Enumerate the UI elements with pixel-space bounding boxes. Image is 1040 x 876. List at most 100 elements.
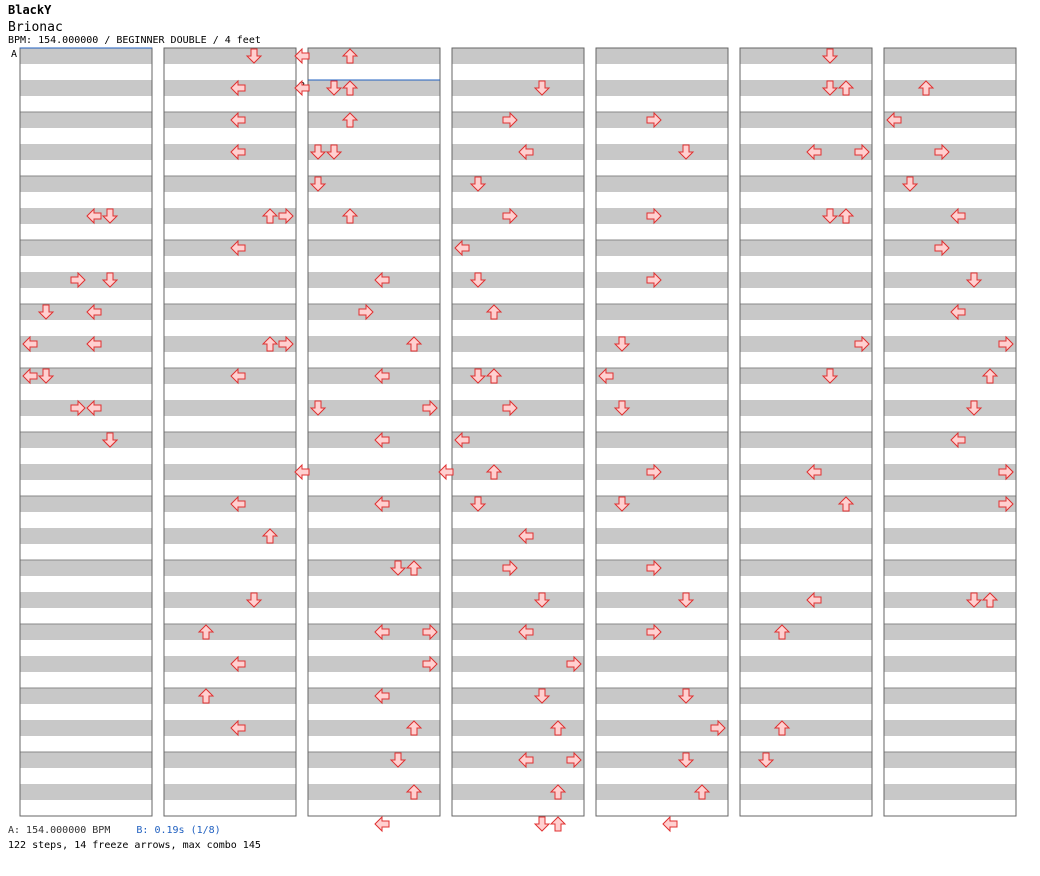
step-arrow xyxy=(358,303,374,321)
beat-stripe xyxy=(596,304,728,320)
step-arrow xyxy=(374,431,390,449)
step-arrow xyxy=(261,208,279,224)
step-arrow xyxy=(469,176,487,192)
bpm-a-label: A: 154.000000 BPM xyxy=(8,825,111,836)
step-arrow xyxy=(965,400,983,416)
column-border xyxy=(163,47,297,817)
beat-stripe xyxy=(884,560,1016,576)
beat-stripe xyxy=(164,720,296,736)
beat-stripe xyxy=(740,784,872,800)
beat-stripe xyxy=(308,560,440,576)
beat-stripe xyxy=(884,336,1016,352)
beat-stripe xyxy=(596,144,728,160)
beat-stripe xyxy=(740,752,872,768)
beat-stripe xyxy=(308,592,440,608)
chart-column xyxy=(739,47,873,817)
step-arrow xyxy=(22,367,38,385)
beat-stripe xyxy=(452,48,584,64)
beat-stripe xyxy=(164,48,296,64)
step-arrow xyxy=(965,272,983,288)
beat-stripe xyxy=(308,464,440,480)
step-arrow xyxy=(374,815,390,833)
beat-stripe xyxy=(164,400,296,416)
step-arrow xyxy=(677,144,695,160)
beat-stripe xyxy=(308,624,440,640)
beat-stripe xyxy=(884,784,1016,800)
step-arrow xyxy=(374,687,390,705)
step-arrow xyxy=(70,399,86,417)
beat-stripe xyxy=(596,784,728,800)
step-arrow xyxy=(374,271,390,289)
step-arrow xyxy=(757,752,775,768)
step-arrow xyxy=(693,784,711,800)
chart-column xyxy=(451,47,585,817)
step-arrow xyxy=(981,368,999,384)
column-border xyxy=(451,47,585,817)
beat-stripe xyxy=(884,528,1016,544)
step-arrow xyxy=(518,751,534,769)
step-arrow xyxy=(821,368,839,384)
beat-stripe xyxy=(596,48,728,64)
step-arrow xyxy=(821,80,839,96)
beat-stripe xyxy=(164,464,296,480)
beat-stripe xyxy=(20,336,152,352)
column-border xyxy=(883,47,1017,817)
step-arrow xyxy=(934,143,950,161)
song-title: Brionac xyxy=(8,20,63,35)
beat-stripe xyxy=(308,784,440,800)
beat-stripe xyxy=(884,752,1016,768)
beat-stripe xyxy=(20,624,152,640)
step-arrow xyxy=(230,495,246,513)
beat-stripe xyxy=(596,528,728,544)
beat-stripe xyxy=(164,80,296,96)
beat-stripe xyxy=(308,720,440,736)
step-arrow xyxy=(950,207,966,225)
marker-label: A xyxy=(11,49,17,60)
beat-stripe xyxy=(596,432,728,448)
beat-stripe xyxy=(596,624,728,640)
step-arrow xyxy=(837,496,855,512)
beat-stripe xyxy=(164,144,296,160)
beat-stripe xyxy=(740,560,872,576)
beat-stripe xyxy=(596,80,728,96)
step-arrow xyxy=(646,111,662,129)
beat-stripe xyxy=(164,688,296,704)
beat-stripe xyxy=(596,560,728,576)
beat-stripe xyxy=(308,752,440,768)
step-arrow xyxy=(278,207,294,225)
step-arrow xyxy=(230,655,246,673)
step-arrow xyxy=(278,335,294,353)
step-arrow xyxy=(998,495,1014,513)
beat-stripe xyxy=(884,688,1016,704)
beat-stripe xyxy=(452,784,584,800)
beat-stripe xyxy=(884,496,1016,512)
beat-stripe xyxy=(452,176,584,192)
beat-stripe xyxy=(164,176,296,192)
beat-stripe xyxy=(308,48,440,64)
beat-stripe xyxy=(740,688,872,704)
step-arrow xyxy=(309,400,327,416)
beat-stripe xyxy=(20,528,152,544)
beat-stripe xyxy=(740,720,872,736)
beat-stripe xyxy=(740,624,872,640)
step-arrow xyxy=(325,144,343,160)
beat-stripe xyxy=(596,752,728,768)
beat-stripe xyxy=(20,240,152,256)
beat-stripe xyxy=(20,400,152,416)
step-arrow xyxy=(70,271,86,289)
step-arrow xyxy=(230,719,246,737)
step-arrow xyxy=(613,336,631,352)
beat-stripe xyxy=(452,336,584,352)
beat-stripe xyxy=(740,464,872,480)
step-arrow xyxy=(854,143,870,161)
step-arrow xyxy=(549,784,567,800)
beat-stripe xyxy=(308,272,440,288)
step-arrow xyxy=(454,431,470,449)
step-arrow xyxy=(549,816,567,832)
beat-stripe xyxy=(308,240,440,256)
beat-stripe xyxy=(452,624,584,640)
step-arrow xyxy=(325,80,343,96)
step-arrow xyxy=(197,688,215,704)
step-arrow xyxy=(533,80,551,96)
step-arrow xyxy=(518,623,534,641)
